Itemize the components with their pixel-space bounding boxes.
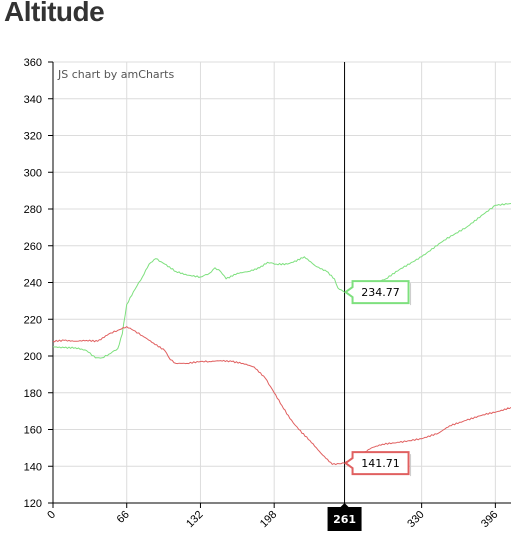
x-tick-label: 198 [258, 509, 279, 530]
y-tick-label: 200 [24, 351, 42, 363]
y-tick-label: 360 [24, 57, 42, 69]
value-balloon-2 [343, 451, 410, 476]
x-tick-label: 0 [45, 509, 58, 522]
cursor-label-box [327, 507, 362, 531]
chart-cursor: 261 [327, 62, 362, 531]
cursor-label: 261 [333, 513, 356, 526]
value-balloon-text-1: 234.77 [361, 286, 400, 299]
y-tick-label: 280 [24, 204, 42, 216]
y-tick-label: 180 [24, 388, 42, 400]
value-balloon-text-2: 141.71 [361, 457, 400, 470]
cursor-label-pointer [340, 503, 349, 507]
x-tick-label: 66 [115, 509, 132, 526]
y-tick-label: 120 [24, 498, 42, 510]
series-line-2 [52, 325, 511, 466]
y-tick-label: 260 [24, 241, 42, 253]
y-tick-label: 340 [24, 94, 42, 106]
y-tick-label: 240 [24, 278, 42, 290]
y-tick-label: 320 [24, 131, 42, 143]
page-title: Altitude [4, 0, 105, 27]
chart-credit[interactable]: JS chart by amCharts [57, 68, 174, 81]
x-tick-label: 396 [479, 509, 500, 530]
x-tick-label: 330 [405, 509, 426, 530]
value-balloon-1 [343, 280, 410, 305]
grid-lines [52, 61, 511, 504]
y-tick-label: 300 [24, 167, 42, 179]
axes: 120 140 160 180 200 220 240 260 280 300 320 340 360 0… [24, 57, 511, 530]
x-tick-label: 132 [184, 509, 205, 530]
value-balloons: 234.77 141.71 [343, 280, 412, 477]
y-tick-label: 140 [24, 461, 42, 473]
y-tick-label: 220 [24, 314, 42, 326]
series-lines [52, 203, 511, 466]
series-line-1 [52, 203, 511, 359]
y-tick-label: 160 [24, 425, 42, 437]
